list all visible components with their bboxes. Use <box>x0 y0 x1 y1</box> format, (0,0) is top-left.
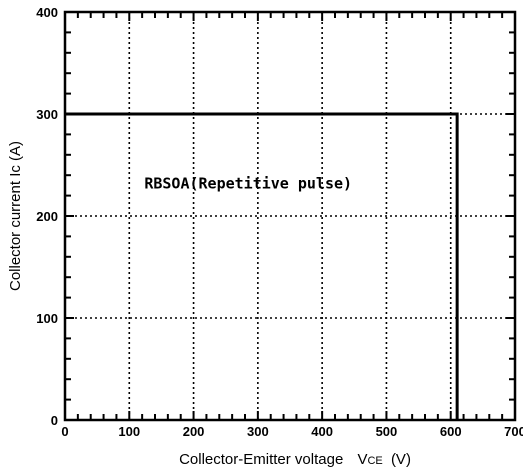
grid-lines <box>65 12 515 420</box>
x-tick-label-400: 400 <box>311 424 333 439</box>
x-tick-label-500: 500 <box>376 424 398 439</box>
x-tick-label-200: 200 <box>183 424 205 439</box>
x-axis-subscript: CE <box>367 455 382 467</box>
y-tick-label-0: 0 <box>51 413 58 428</box>
x-axis-symbol: V <box>357 451 367 468</box>
x-tick-label-700: 700 <box>504 424 523 439</box>
x-tick-label-0: 0 <box>61 424 68 439</box>
y-tick-label-100: 100 <box>36 311 58 326</box>
x-axis-unit: (V) <box>391 451 411 468</box>
x-axis-title: Collector-Emitter voltage VCE (V) <box>179 451 411 468</box>
x-tick-label-600: 600 <box>440 424 462 439</box>
annotation-0: RBSOA(Repetitive pulse) <box>144 174 352 192</box>
x-axis-title-text: Collector-Emitter voltage <box>179 451 343 468</box>
y-tick-labels: 0 100 200 300 400 <box>36 5 58 428</box>
series-layer <box>65 112 459 420</box>
annotations: RBSOA(Repetitive pulse) <box>144 174 352 192</box>
plot-frame <box>63 10 517 422</box>
x-tick-label-100: 100 <box>118 424 140 439</box>
y-tick-label-300: 300 <box>36 107 58 122</box>
y-tick-label-400: 400 <box>36 5 58 20</box>
y-tick-label-200: 200 <box>36 209 58 224</box>
y-axis-title: Collector current Ic (A) <box>7 141 24 291</box>
x-tick-labels: 0 100 200 300 400 500 600 700 <box>61 424 523 439</box>
x-tick-label-300: 300 <box>247 424 269 439</box>
series-line-0 <box>65 112 459 420</box>
